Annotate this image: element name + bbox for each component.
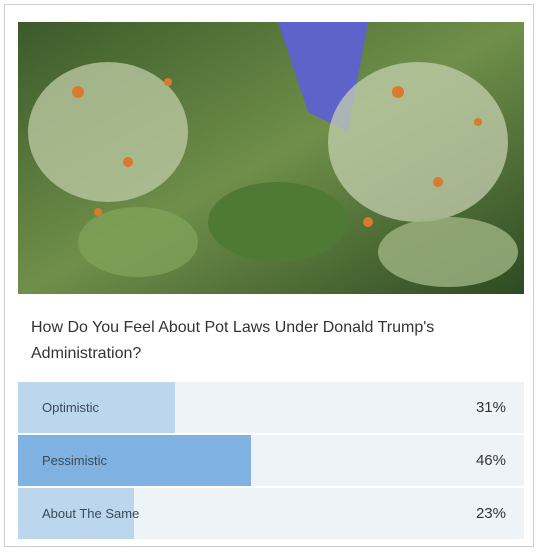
result-bar [18, 435, 251, 486]
poll-option[interactable]: About The Same 23% [18, 488, 524, 539]
result-bar [18, 382, 175, 433]
poll-options: Optimistic 31% Pessimistic 46% About The Sam… [18, 382, 524, 541]
option-percent: 46% [475, 452, 506, 469]
option-label: Pessimistic [42, 453, 108, 468]
poll-option[interactable]: Optimistic 31% [18, 382, 524, 433]
poll-question: How Do You Feel About Pot Laws Under Don… [31, 319, 435, 362]
result-bar [18, 488, 135, 539]
option-label: Optimistic [42, 400, 100, 415]
option-label: About The Same [42, 506, 140, 521]
option-percent: 23% [475, 505, 506, 522]
option-percent: 31% [475, 399, 506, 416]
poll-widget: How Do You Feel About Pot Laws Under Don… [4, 4, 534, 547]
poll-image [18, 22, 524, 294]
poll-option[interactable]: Pessimistic 46% [18, 435, 524, 486]
